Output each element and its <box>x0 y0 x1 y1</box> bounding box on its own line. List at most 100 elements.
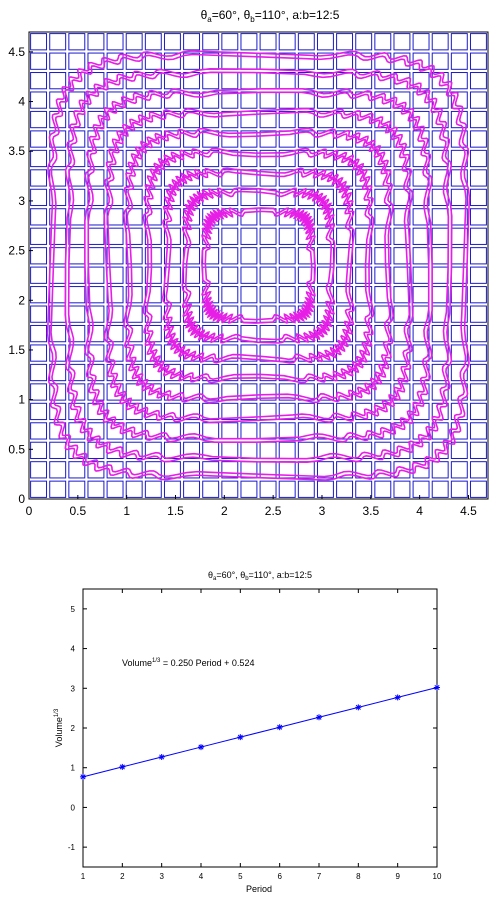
grid-square <box>240 480 258 498</box>
grid-square <box>431 383 449 401</box>
grid-square <box>412 324 430 343</box>
grid-square <box>68 480 86 498</box>
grid-square <box>68 130 86 148</box>
grid-square <box>163 286 181 304</box>
grid-square <box>278 52 296 70</box>
grid-square <box>355 305 373 323</box>
grid-square <box>412 286 430 304</box>
grid-square <box>355 227 373 245</box>
grid-square <box>431 461 449 479</box>
grid-square <box>469 441 487 459</box>
grid-square <box>106 227 124 245</box>
grid-square <box>355 286 373 304</box>
grid-square <box>221 422 239 440</box>
grid-square <box>393 149 411 168</box>
grid-square <box>355 363 373 382</box>
grid-square <box>355 52 373 70</box>
grid-square <box>30 324 48 343</box>
grid-square <box>469 305 487 323</box>
bottom-chart: θa=60°, θb=110°, a:b=12:5 Volume1/3 = 0.… <box>54 570 442 894</box>
y-tick-label: 2.5 <box>8 244 25 258</box>
grid-square <box>30 110 48 129</box>
grid-square <box>336 91 354 109</box>
bottom-x-axis-label: Period <box>246 884 272 894</box>
grid-square <box>163 266 181 284</box>
grid-square <box>221 286 239 304</box>
grid-square <box>49 344 67 362</box>
grid-square <box>68 266 86 284</box>
grid-square <box>259 72 277 90</box>
grid-square <box>393 344 411 362</box>
grid-square <box>259 422 277 440</box>
grid-square <box>412 266 430 284</box>
grid-square <box>30 383 48 401</box>
grid-square <box>144 72 162 90</box>
top-x-ticks: 0 0.5 1 1.5 2 2.5 3 3.5 4 4.5 <box>26 495 477 518</box>
grid-square <box>87 130 105 148</box>
grid-square <box>316 480 334 498</box>
grid-square <box>125 169 143 187</box>
grid-square <box>450 480 468 498</box>
contour-loop <box>126 131 391 400</box>
grid-square <box>355 247 373 265</box>
grid-square <box>450 91 468 109</box>
grid-square <box>30 72 48 90</box>
contour-loop <box>162 167 355 364</box>
grid-square <box>336 110 354 129</box>
grid-square <box>316 247 334 265</box>
grid-square <box>450 130 468 148</box>
grid-square <box>297 130 315 148</box>
x-tick-label: 8 <box>356 872 361 881</box>
grid-square <box>469 286 487 304</box>
grid-square <box>221 33 239 51</box>
grid-square <box>30 227 48 245</box>
grid-square <box>450 461 468 479</box>
data-point <box>158 753 165 760</box>
grid-square <box>30 130 48 148</box>
grid-square <box>374 227 392 245</box>
grid-square <box>68 188 86 207</box>
grid-square <box>469 422 487 440</box>
grid-square <box>278 383 296 401</box>
grid-square <box>221 227 239 245</box>
grid-square <box>469 480 487 498</box>
grid-square <box>183 247 201 265</box>
grid-square <box>431 344 449 362</box>
grid-square <box>278 402 296 421</box>
grid-square <box>450 324 468 343</box>
grid-square <box>49 441 67 459</box>
grid-square <box>125 247 143 265</box>
grid-square <box>163 383 181 401</box>
grid-square <box>355 266 373 284</box>
grid-square <box>259 110 277 129</box>
top-plot-frame <box>28 31 489 500</box>
y-tick-label: 4 <box>18 95 25 109</box>
grid-square <box>393 441 411 459</box>
grid-square <box>30 91 48 109</box>
grid-square <box>355 480 373 498</box>
grid-square <box>183 110 201 129</box>
grid-square <box>49 208 67 226</box>
grid-square <box>355 72 373 90</box>
grid-square <box>278 286 296 304</box>
grid-square <box>49 461 67 479</box>
grid-square <box>49 247 67 265</box>
x-tick-label: 3 <box>319 504 326 518</box>
grid-square <box>106 169 124 187</box>
grid-square <box>221 266 239 284</box>
x-tick-label: 4.5 <box>460 504 477 518</box>
grid-square <box>87 324 105 343</box>
y-tick-label: 1 <box>18 393 25 407</box>
grid-square <box>144 149 162 168</box>
grid-square <box>374 130 392 148</box>
grid-square <box>163 33 181 51</box>
grid-square <box>240 461 258 479</box>
x-tick-label: 6 <box>277 872 282 881</box>
grid-square <box>393 188 411 207</box>
grid-square <box>87 286 105 304</box>
grid-square <box>316 422 334 440</box>
grid-square <box>412 227 430 245</box>
grid-square <box>240 441 258 459</box>
contour-loop <box>142 147 375 384</box>
grid-square <box>68 227 86 245</box>
